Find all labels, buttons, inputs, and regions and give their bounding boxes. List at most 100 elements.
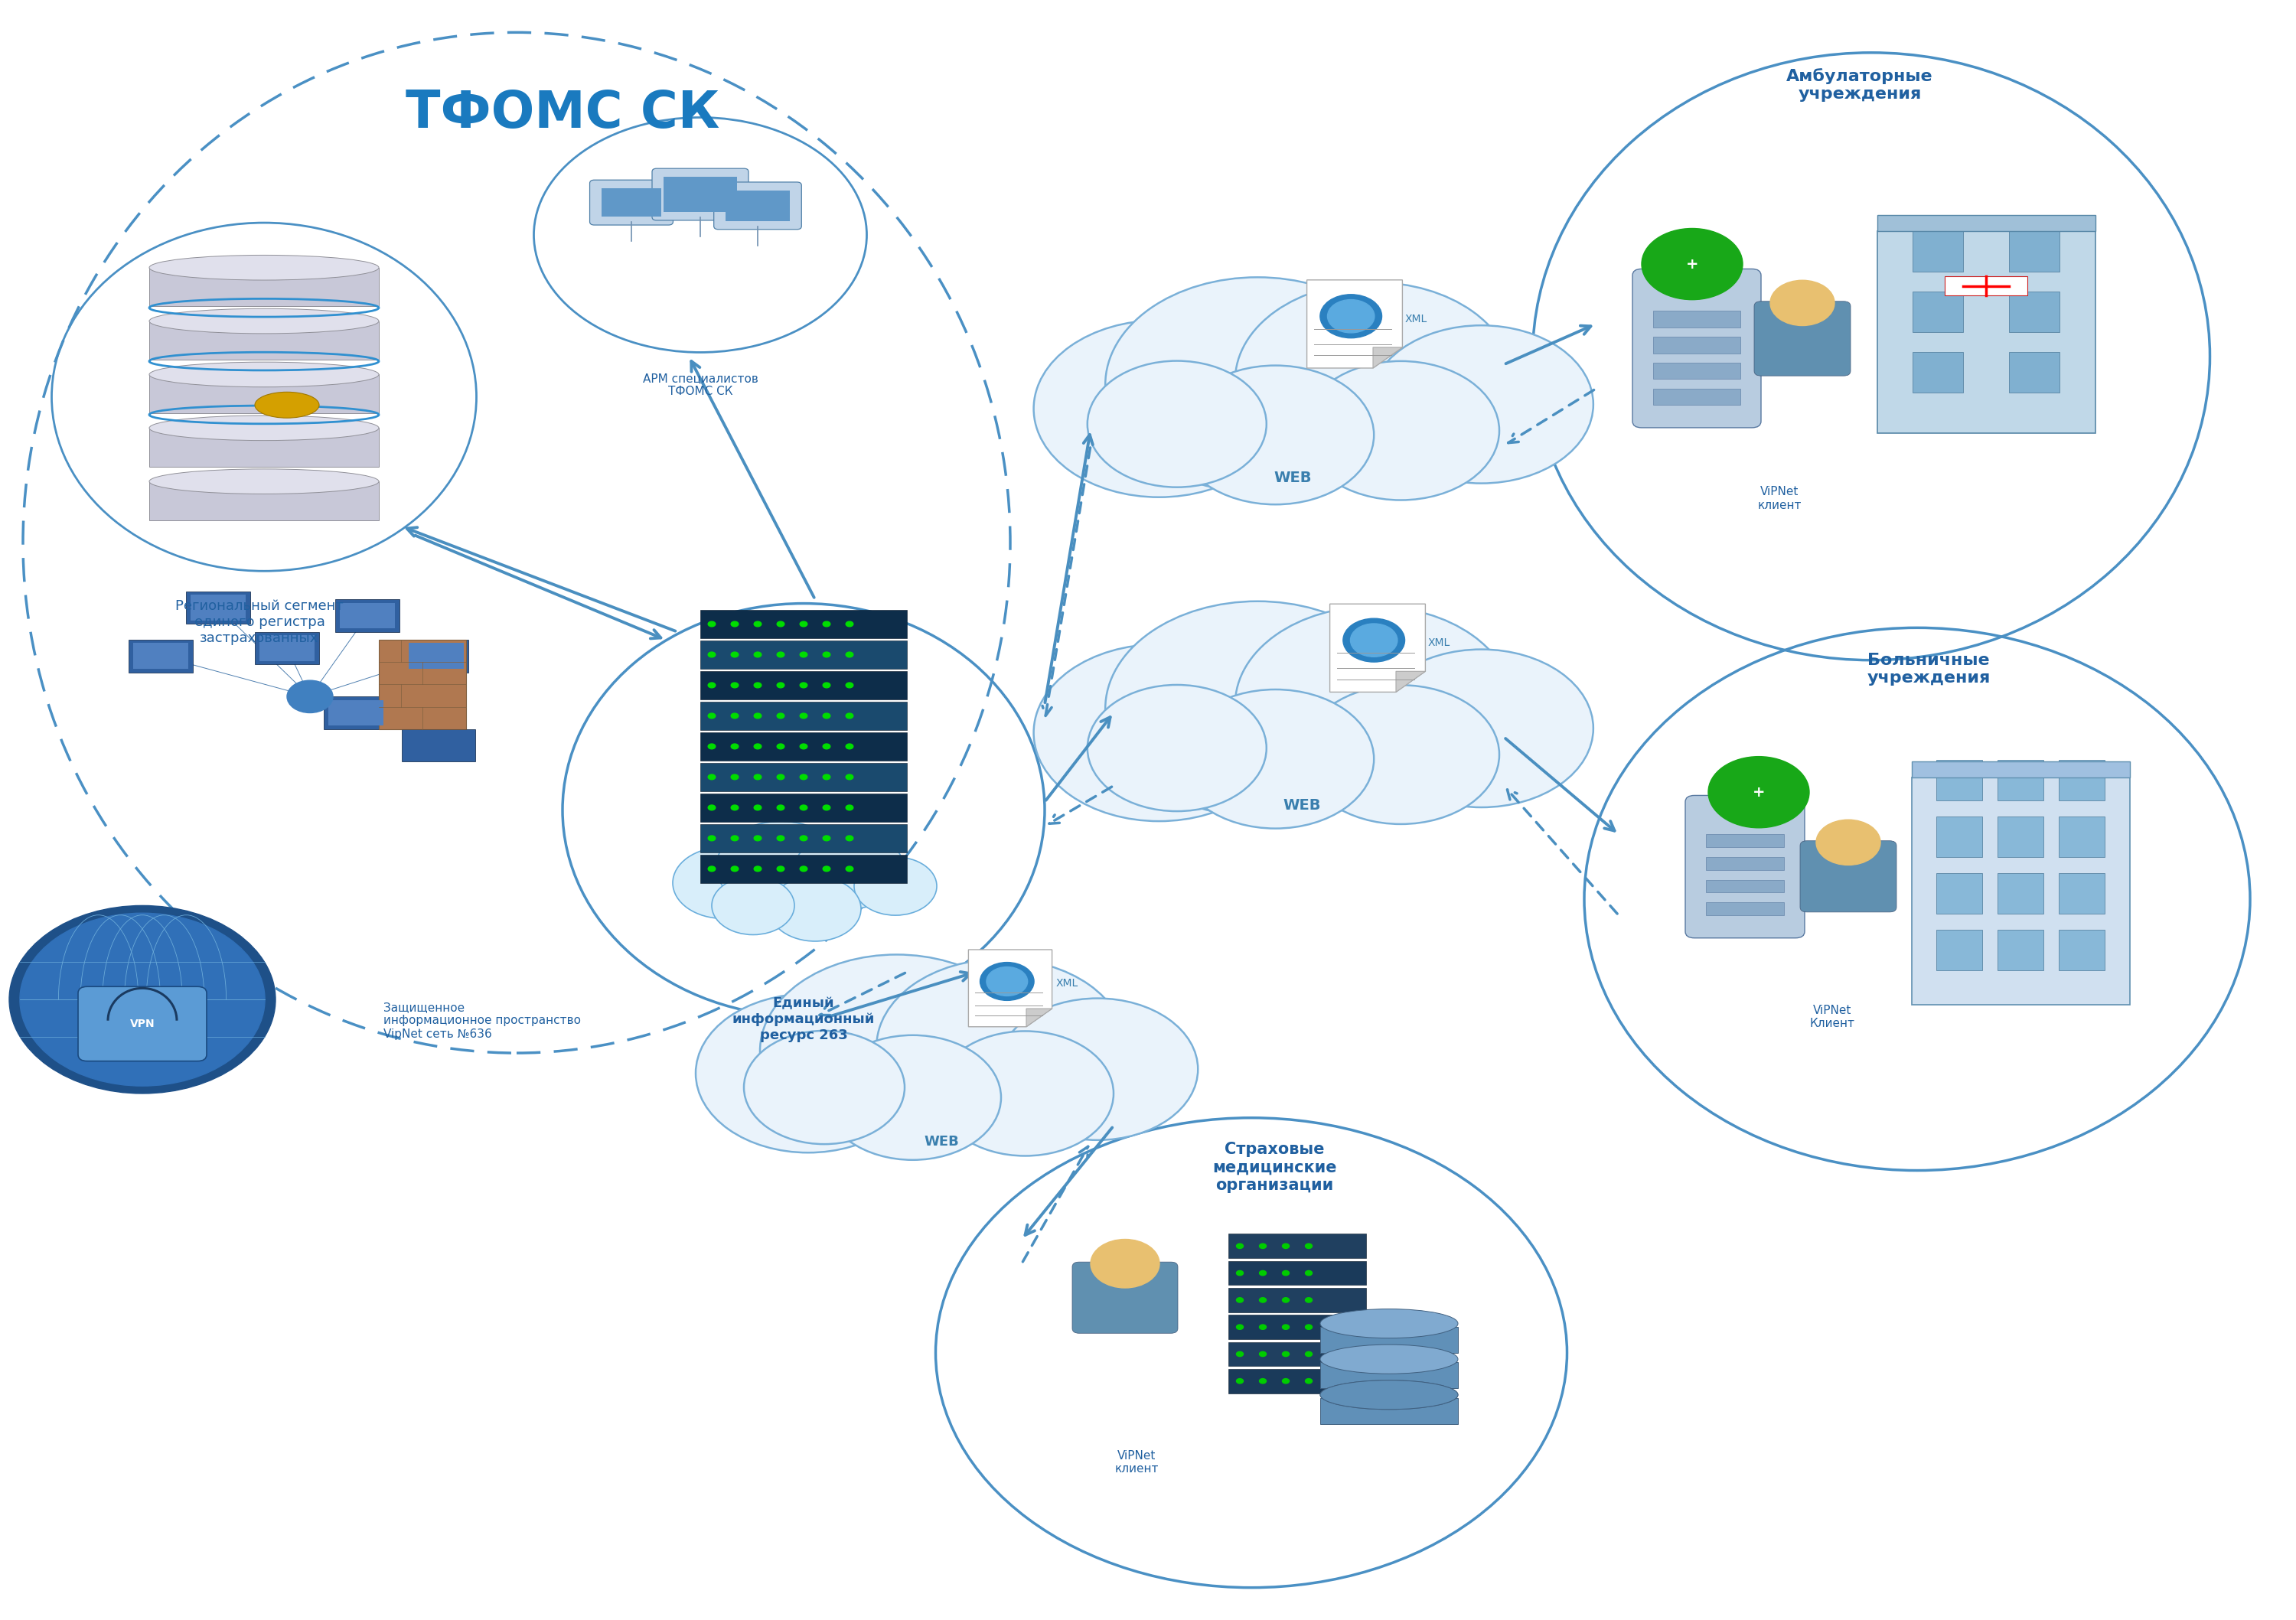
Circle shape <box>822 622 831 627</box>
Circle shape <box>822 867 831 872</box>
Circle shape <box>1302 361 1499 501</box>
Circle shape <box>1283 1325 1290 1330</box>
Bar <box>133 643 188 669</box>
Bar <box>700 825 907 852</box>
Ellipse shape <box>1320 1309 1458 1338</box>
Circle shape <box>980 962 1033 1001</box>
Bar <box>1878 215 2094 232</box>
Bar <box>404 640 468 672</box>
Circle shape <box>1261 1325 1267 1330</box>
Circle shape <box>799 867 808 872</box>
Ellipse shape <box>149 309 379 334</box>
Bar <box>328 700 383 726</box>
Circle shape <box>996 998 1199 1140</box>
Polygon shape <box>969 949 1052 1027</box>
Circle shape <box>845 867 854 872</box>
Circle shape <box>707 713 716 718</box>
Circle shape <box>760 954 1033 1147</box>
Circle shape <box>845 651 854 658</box>
Bar <box>1878 232 2094 434</box>
Circle shape <box>776 774 785 779</box>
Circle shape <box>753 867 762 872</box>
Ellipse shape <box>149 470 379 494</box>
Circle shape <box>1770 280 1835 326</box>
Circle shape <box>822 744 831 748</box>
Circle shape <box>776 682 785 688</box>
Circle shape <box>799 805 808 810</box>
Circle shape <box>1261 1379 1267 1383</box>
Bar <box>700 732 907 760</box>
Bar <box>700 611 907 638</box>
Bar <box>2060 760 2105 800</box>
Text: VPN: VPN <box>131 1019 154 1029</box>
Circle shape <box>845 682 854 688</box>
Circle shape <box>799 682 808 688</box>
Circle shape <box>1304 1244 1313 1249</box>
FancyArrowPatch shape <box>1022 1147 1088 1262</box>
Circle shape <box>1104 601 1410 816</box>
Circle shape <box>730 622 739 627</box>
Circle shape <box>1088 685 1267 812</box>
Circle shape <box>1261 1244 1267 1249</box>
Text: Страховые
медицинские
организации: Страховые медицинские организации <box>1212 1142 1336 1192</box>
Circle shape <box>1261 1270 1267 1275</box>
Circle shape <box>707 867 716 872</box>
FancyBboxPatch shape <box>1632 269 1761 428</box>
Bar <box>1653 363 1740 379</box>
Bar <box>149 428 379 467</box>
FancyArrowPatch shape <box>406 528 675 632</box>
Bar <box>149 267 379 306</box>
Circle shape <box>753 682 762 688</box>
Circle shape <box>1178 690 1373 828</box>
Ellipse shape <box>149 256 379 280</box>
Bar <box>1936 873 1981 914</box>
Circle shape <box>1368 326 1593 483</box>
FancyBboxPatch shape <box>1072 1262 1178 1333</box>
Bar <box>335 599 400 632</box>
Bar <box>191 595 246 620</box>
Bar <box>2060 816 2105 857</box>
Circle shape <box>1235 606 1513 802</box>
Polygon shape <box>1373 347 1403 368</box>
Bar <box>1910 778 2131 1004</box>
FancyArrowPatch shape <box>820 974 905 1016</box>
Bar <box>1228 1369 1366 1393</box>
Circle shape <box>1708 757 1809 828</box>
Circle shape <box>822 836 831 841</box>
Circle shape <box>1104 277 1410 492</box>
Circle shape <box>845 622 854 627</box>
Bar <box>1936 760 1981 800</box>
Circle shape <box>1320 295 1382 339</box>
Bar <box>1228 1260 1366 1285</box>
Ellipse shape <box>255 392 319 418</box>
Circle shape <box>799 744 808 748</box>
FancyBboxPatch shape <box>590 180 673 225</box>
Circle shape <box>707 836 716 841</box>
Circle shape <box>707 622 716 627</box>
Circle shape <box>1642 228 1743 300</box>
Bar <box>726 190 790 222</box>
Text: +: + <box>1752 786 1766 799</box>
Circle shape <box>1283 1298 1290 1302</box>
Circle shape <box>712 876 794 935</box>
Circle shape <box>845 836 854 841</box>
Circle shape <box>776 713 785 718</box>
Bar <box>129 640 193 672</box>
Circle shape <box>707 774 716 779</box>
Bar <box>186 591 250 624</box>
Bar <box>255 632 319 664</box>
Bar <box>324 697 388 729</box>
Circle shape <box>696 995 921 1153</box>
Circle shape <box>1304 1379 1313 1383</box>
Circle shape <box>845 713 854 718</box>
Bar <box>409 643 464 669</box>
Circle shape <box>730 805 739 810</box>
FancyArrowPatch shape <box>1045 434 1093 703</box>
FancyBboxPatch shape <box>1685 795 1805 938</box>
Circle shape <box>824 1035 1001 1160</box>
Circle shape <box>287 680 333 713</box>
Bar <box>149 374 379 413</box>
Circle shape <box>776 867 785 872</box>
Circle shape <box>1091 1239 1159 1288</box>
Circle shape <box>776 651 785 658</box>
